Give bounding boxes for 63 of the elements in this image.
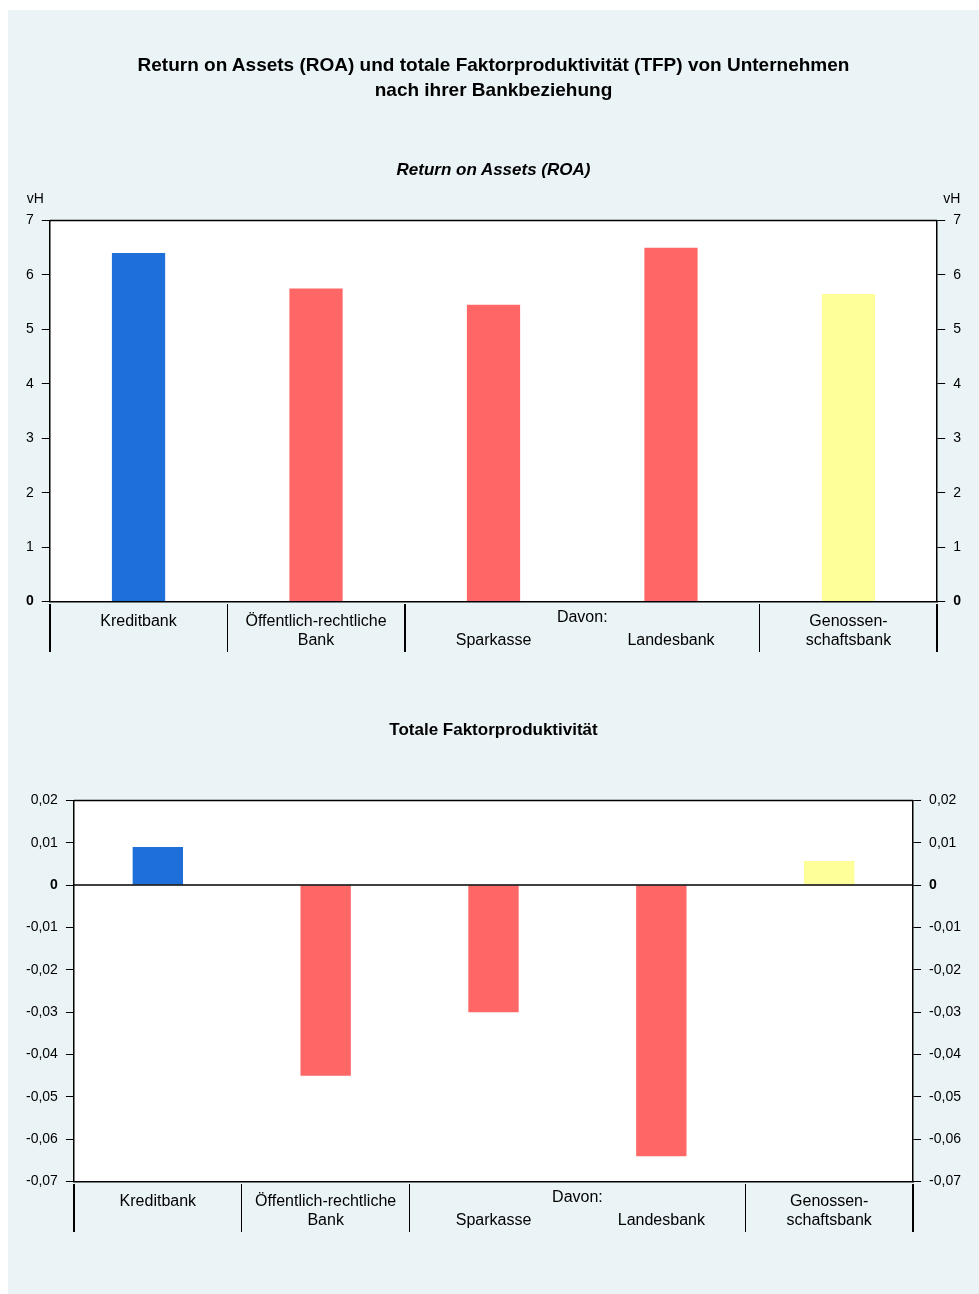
chart-title: Return on Assets (ROA) und totale Faktorproduktivität (TFP) von Unternehmen nach ihrer Bankbeziehung bbox=[136, 53, 851, 102]
x-tick-label: Sparkasse bbox=[455, 1210, 532, 1228]
bar bbox=[132, 846, 183, 885]
y2-tick-label: 7 bbox=[953, 211, 962, 228]
y-tick-label: 3 bbox=[25, 429, 34, 446]
y2-tick-label: -0,04 bbox=[929, 1045, 962, 1062]
x-tick-label: Öffentlich-rechtliche Bank bbox=[255, 1191, 397, 1228]
y-tick-label: 0,01 bbox=[30, 833, 59, 850]
bar bbox=[644, 247, 698, 602]
y-tick-label: -0,01 bbox=[25, 918, 59, 935]
chart-title: Totale Faktorproduktivität bbox=[389, 719, 599, 739]
y-tick-label: -0,06 bbox=[25, 1130, 59, 1147]
y2-tick-label: -0,02 bbox=[929, 960, 962, 977]
y2-tick-label: 4 bbox=[953, 374, 962, 391]
y2-tick-label: 0 bbox=[929, 875, 938, 892]
x-tick-label: Landesbank bbox=[617, 1210, 706, 1228]
bar bbox=[300, 885, 351, 1076]
y-tick-label: -0,03 bbox=[25, 1003, 59, 1020]
y2-tick-label: 0 bbox=[953, 592, 962, 609]
y-tick-label: -0,07 bbox=[25, 1172, 59, 1189]
x-tick-label: Öffentlich-rechtliche Bank bbox=[245, 611, 387, 648]
x-tick-label: Kreditbank bbox=[100, 611, 178, 629]
y-tick-label: 0,02 bbox=[30, 791, 59, 808]
bar bbox=[111, 253, 166, 602]
x-tick-label: Genossen- schaftsbank bbox=[805, 611, 893, 648]
y-tick-label: 2 bbox=[25, 483, 34, 500]
y-tick-label: 7 bbox=[25, 211, 34, 228]
text: Davon: bbox=[556, 608, 608, 626]
y2-tick-label: -0,01 bbox=[929, 918, 962, 935]
chart-subtitle: Return on Assets (ROA) bbox=[396, 159, 591, 179]
y-tick-label: -0,05 bbox=[25, 1087, 59, 1104]
y2-axis-title: vH bbox=[943, 190, 961, 207]
bar bbox=[804, 860, 855, 885]
x-tick-label: Kreditbank bbox=[119, 1191, 198, 1209]
bar bbox=[636, 885, 687, 1157]
text: Davon: bbox=[552, 1188, 603, 1206]
y2-tick-label: -0,07 bbox=[929, 1172, 962, 1189]
y2-tick-label: -0,03 bbox=[929, 1003, 962, 1020]
bar bbox=[468, 885, 519, 1013]
y-tick-label: 0 bbox=[25, 592, 34, 609]
y-tick-label: 4 bbox=[25, 374, 34, 391]
y2-tick-label: -0,05 bbox=[929, 1087, 962, 1104]
y-tick-label: 1 bbox=[25, 538, 34, 554]
y2-tick-label: 1 bbox=[953, 538, 962, 554]
y2-tick-label: 0,02 bbox=[929, 791, 957, 808]
y2-tick-label: 6 bbox=[953, 265, 962, 282]
x-tick-label: Genossen- schaftsbank bbox=[786, 1191, 873, 1228]
y-tick-label: -0,02 bbox=[25, 960, 59, 977]
y-tick-label: 5 bbox=[25, 320, 34, 337]
y-tick-label: 6 bbox=[25, 265, 34, 282]
x-tick-label: Landesbank bbox=[627, 630, 716, 648]
y2-tick-label: -0,06 bbox=[929, 1130, 962, 1147]
bar bbox=[821, 293, 876, 602]
x-tick-label: Sparkasse bbox=[455, 630, 532, 648]
y2-tick-label: 3 bbox=[953, 429, 962, 446]
y-axis-title: vH bbox=[26, 190, 44, 207]
y2-tick-label: 2 bbox=[953, 483, 962, 500]
y-tick-label: -0,04 bbox=[25, 1045, 59, 1062]
bar bbox=[466, 304, 521, 602]
y-tick-label: 0 bbox=[50, 875, 59, 892]
bar bbox=[289, 288, 343, 602]
y2-tick-label: 5 bbox=[953, 320, 962, 337]
y2-tick-label: 0,01 bbox=[929, 833, 957, 850]
